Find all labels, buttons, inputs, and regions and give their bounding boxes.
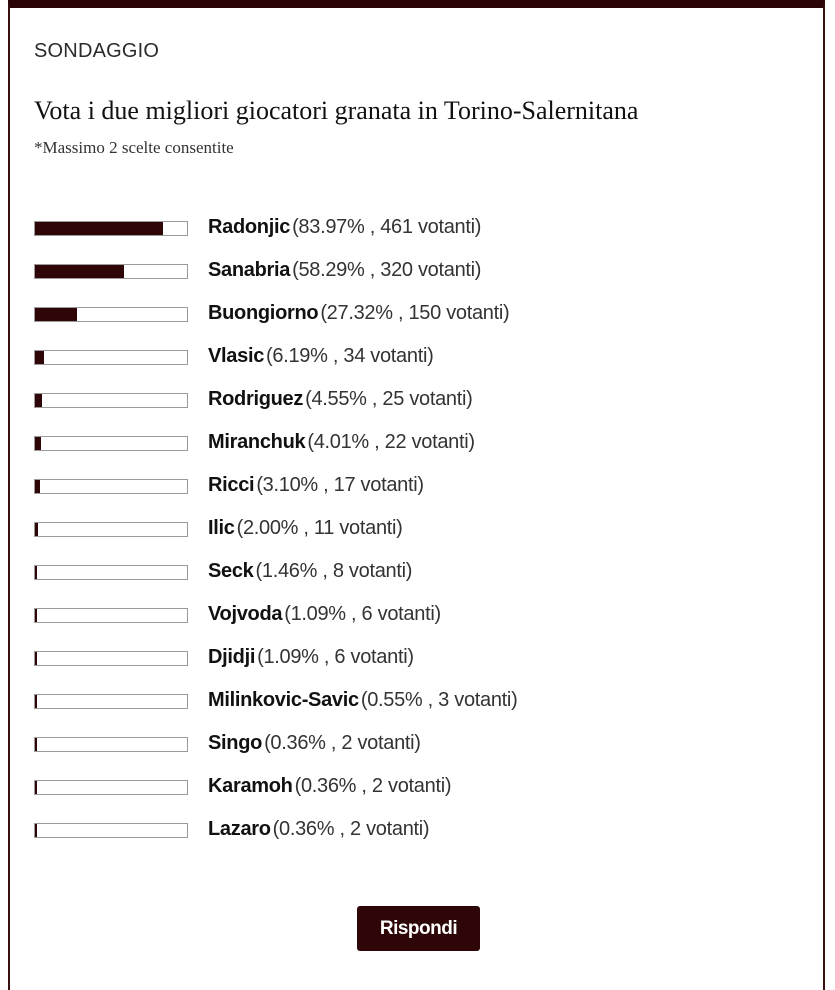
option-name: Milinkovic-Savic (208, 689, 359, 711)
poll-options: Radonjic (83.97% , 461 votanti) Sanabria(… (34, 213, 518, 858)
option-stats: (0.36% , 2 votanti) (264, 732, 421, 754)
result-bar-fill (35, 480, 40, 493)
option-name: Lazaro (208, 818, 271, 840)
option-name: Sanabria (208, 259, 291, 281)
result-bar-fill (35, 222, 163, 235)
result-bar-fill (35, 437, 42, 450)
poll-question: Vota i due migliori giocatori granata in… (34, 96, 639, 125)
result-bar-fill (35, 308, 77, 321)
result-bar-fill (35, 824, 37, 837)
result-bar-fill (35, 609, 37, 622)
option-name: Rodriguez (208, 388, 304, 410)
option-stats: (0.55% , 3 votanti) (360, 689, 518, 711)
option-label: Buongiorno (27.32% , 150 votanti) (208, 299, 510, 327)
option-label: Ricci (3.10% , 17 votanti) (208, 471, 424, 499)
poll-option[interactable]: Ilic (2.00% , 11 votanti) (34, 514, 517, 557)
poll-option[interactable]: Buongiorno (27.32% , 150 votanti) (34, 299, 517, 342)
option-stats: (83.97% , 461 votanti) (292, 216, 482, 238)
result-bar (34, 350, 188, 365)
option-label: Singo (0.36% , 2 votanti) (208, 729, 421, 757)
option-label: Rodriguez (4.55% , 25 votanti) (208, 385, 473, 413)
poll-option[interactable]: Vlasic (6.19% , 34 votanti) (34, 342, 517, 385)
poll-option[interactable]: Vojvoda (1.09% , 6 votanti) (34, 600, 517, 643)
poll-option[interactable]: Seck (1.46% , 8 votanti) (34, 557, 517, 600)
result-bar (34, 694, 188, 709)
option-stats: (1.09% , 6 votanti) (284, 603, 441, 625)
submit-button[interactable]: Rispondi (357, 906, 480, 951)
option-name: Karamoh (208, 775, 293, 797)
result-bar-fill (35, 265, 124, 278)
option-stats: (4.55% , 25 votanti) (305, 388, 473, 410)
result-bar-fill (35, 738, 37, 751)
option-name: Ricci (208, 474, 255, 496)
option-stats: (2.00% , 11 votanti) (236, 517, 403, 539)
result-bar-fill (35, 351, 45, 364)
option-label: Lazaro (0.36% , 2 votanti) (208, 815, 430, 843)
result-bar (34, 565, 188, 580)
option-stats: (0.36% , 2 votanti) (294, 775, 452, 797)
result-bar (34, 393, 188, 408)
option-stats: (1.46% , 8 votanti) (255, 560, 413, 582)
poll-option[interactable]: Lazaro (0.36% , 2 votanti) (34, 815, 517, 858)
result-bar (34, 608, 188, 623)
poll-option[interactable]: Sanabria (58.29% , 320 votanti) (34, 256, 517, 299)
poll-option[interactable]: Milinkovic-Savic (0.55% , 3 votanti) (34, 686, 518, 729)
poll-option[interactable]: Singo (0.36% , 2 votanti) (34, 729, 517, 772)
result-bar-fill (35, 394, 42, 407)
option-stats: (1.09% , 6 votanti) (257, 646, 414, 668)
result-bar-fill (35, 781, 37, 794)
option-name: Buongiorno (208, 302, 319, 324)
option-name: Vojvoda (208, 603, 283, 625)
option-stats: (4.01% , 22 votanti) (307, 431, 475, 453)
option-stats: (58.29% , 320 votanti) (292, 259, 482, 281)
poll-option[interactable]: Ricci (3.10% , 17 votanti) (34, 471, 517, 514)
poll-option[interactable]: Radonjic (83.97% , 461 votanti) (34, 213, 517, 256)
option-label: Vlasic (6.19% , 34 votanti) (208, 342, 434, 370)
option-label: Sanabria (58.29% , 320 votanti) (208, 256, 481, 284)
result-bar (34, 221, 188, 236)
result-bar (34, 264, 188, 279)
option-name: Singo (208, 732, 263, 754)
option-label: Miranchuk (4.01% , 22 votanti) (208, 428, 475, 456)
poll-kicker: SONDAGGIO (34, 40, 160, 62)
result-bar (34, 522, 188, 537)
option-label: Seck (1.46% , 8 votanti) (208, 557, 412, 585)
option-stats: (3.10% , 17 votanti) (256, 474, 424, 496)
result-bar-fill (35, 523, 39, 536)
result-bar (34, 737, 188, 752)
option-stats: (27.32% , 150 votanti) (320, 302, 510, 324)
option-name: Miranchuk (208, 431, 306, 453)
poll-option[interactable]: Miranchuk (4.01% , 22 votanti) (34, 428, 517, 471)
option-name: Vlasic (208, 345, 265, 367)
poll-option[interactable]: Rodriguez (4.55% , 25 votanti) (34, 385, 517, 428)
result-bar (34, 651, 188, 666)
option-label: Djidji (1.09% , 6 votanti) (208, 643, 414, 671)
result-bar (34, 436, 188, 451)
option-name: Radonjic (208, 216, 291, 238)
poll-option[interactable]: Karamoh (0.36% , 2 votanti) (34, 772, 517, 815)
result-bar (34, 823, 188, 838)
result-bar (34, 780, 188, 795)
option-label: Milinkovic-Savic (0.55% , 3 votanti) (208, 686, 518, 714)
poll-card: SONDAGGIO Vota i due migliori giocatori … (8, 0, 825, 990)
option-name: Ilic (208, 517, 235, 539)
poll-note: *Massimo 2 scelte consentite (34, 138, 234, 157)
option-name: Seck (208, 560, 254, 582)
option-name: Djidji (208, 646, 256, 668)
option-stats: (6.19% , 34 votanti) (266, 345, 434, 367)
result-bar-fill (35, 695, 37, 708)
option-label: Karamoh (0.36% , 2 votanti) (208, 772, 452, 800)
result-bar-fill (35, 566, 38, 579)
result-bar (34, 479, 188, 494)
option-stats: (0.36% , 2 votanti) (272, 818, 430, 840)
option-label: Ilic (2.00% , 11 votanti) (208, 514, 403, 542)
option-label: Vojvoda (1.09% , 6 votanti) (208, 600, 441, 628)
option-label: Radonjic (83.97% , 461 votanti) (208, 213, 481, 241)
poll-option[interactable]: Djidji (1.09% , 6 votanti) (34, 643, 517, 686)
result-bar-fill (35, 652, 37, 665)
result-bar (34, 307, 188, 322)
